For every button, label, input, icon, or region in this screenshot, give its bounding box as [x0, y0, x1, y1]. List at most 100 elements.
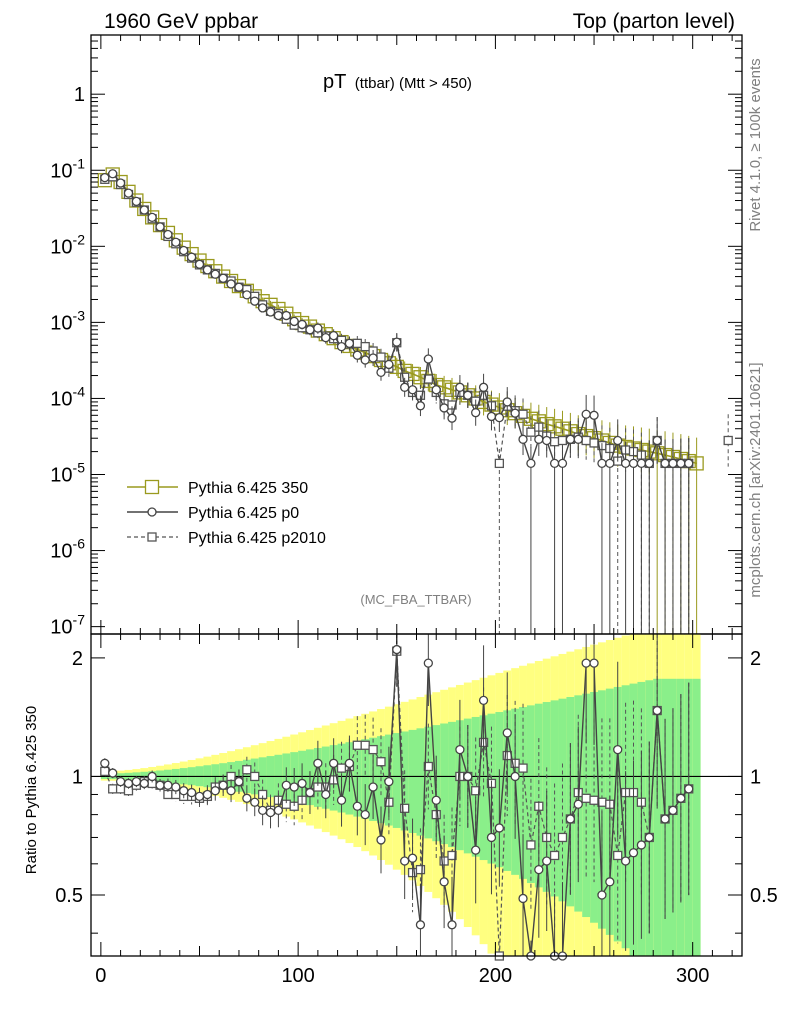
series-pythia-p0-point — [360, 355, 370, 365]
ratio-pythia-p0-point — [194, 791, 205, 802]
ratio-pythia-p0-point — [352, 801, 362, 811]
ratio-pythia-p0-point — [415, 920, 426, 930]
ratio-pythia-p0-point — [613, 744, 623, 755]
ratio-pythia-p0-point — [620, 856, 631, 866]
ratio-pythia-p2010-point — [549, 850, 560, 861]
ratio-pythia-p0-point — [297, 778, 307, 789]
legend-marker — [147, 507, 157, 517]
ratio-pythia-p0-point — [139, 778, 149, 789]
series-pythia-p0-point — [471, 408, 481, 418]
ratio-band-green — [653, 678, 662, 956]
main-axes: 10-710-610-510-410-310-210-11 — [50, 34, 742, 639]
series-pythia-p0-point — [147, 212, 157, 223]
y-tick-label-base: 10 — [50, 465, 72, 487]
series-pythia-p0-point — [439, 403, 449, 413]
rivet-label: Rivet 4.1.0, ≥ 100k events — [747, 58, 764, 231]
ratio-y-tick-label-right: 2 — [750, 648, 761, 670]
y-tick-label-base: 10 — [50, 388, 72, 410]
y-tick-label-exp: -4 — [73, 383, 86, 399]
series-pythia-p0-point — [407, 385, 418, 395]
ratio-pythia-p2010-point — [581, 793, 591, 803]
ratio-band-green — [448, 721, 456, 848]
ratio-y-tick-label-right: 1 — [750, 766, 761, 788]
side-labels: Rivet 4.1.0, ≥ 100k events mcplots.cern.… — [747, 58, 764, 597]
series-pythia-p0-point — [502, 397, 512, 407]
series-pythia-p0-point — [234, 282, 244, 292]
ratio-pythia-p2010-point — [108, 784, 118, 794]
ratio-pythia-p0-point — [518, 893, 528, 904]
ratio-pythia-p0-point — [321, 789, 331, 800]
ratio-pythia-p0-point — [368, 782, 378, 792]
main-panel: 10-710-610-510-410-310-210-11 pT (ttbar)… — [50, 34, 743, 639]
ratio-pythia-p0-point — [431, 795, 441, 805]
ratio-pythia-p2010-point — [557, 832, 568, 843]
ratio-pythia-p0-point — [376, 835, 386, 845]
y-tick-label-base: 10 — [50, 160, 72, 182]
series-pythia-p0-point — [297, 319, 307, 330]
ratio-pythia-p0-point — [155, 780, 165, 790]
series-pythia-p0-point — [352, 350, 362, 360]
series-pythia-p0-point — [226, 279, 236, 289]
series-pythia-p0-point — [250, 296, 260, 306]
ratio-pythia-p0-point — [384, 777, 394, 787]
series-pythia-p0-point — [605, 458, 615, 469]
series-pythia-p0-point — [163, 229, 173, 240]
series-pythia-350-point — [145, 210, 160, 225]
ratio-pythia-p2010-point — [226, 771, 236, 782]
ratio-pythia-p0-point — [652, 705, 662, 716]
ratio-band-green — [408, 729, 417, 834]
ratio-y-tick-label: 2 — [72, 648, 83, 670]
ratio-pythia-p2010-point — [360, 740, 370, 750]
series-pythia-p2010-point — [557, 435, 568, 446]
ratio-pythia-p0-point — [589, 658, 599, 668]
ratio-pythia-p0-point — [186, 787, 197, 798]
ratio-panel: 0.5 0.5 1 1 2 2 0 100 200 300 Ratio to Pythia 6.4… — [23, 633, 778, 987]
series-pythia-350-line — [104, 173, 697, 465]
ratio-pythia-p0-point — [242, 793, 252, 803]
legend-label: Pythia 6.425 p0 — [188, 505, 299, 522]
series-pythia-p0-point — [131, 196, 142, 207]
ratio-pythia-p0-point — [257, 805, 268, 816]
series-pythia-p0-point — [455, 382, 465, 392]
ratio-pythia-p0-point — [407, 853, 418, 863]
ratio-y-tick-label: 0.5 — [55, 885, 83, 907]
y-tick-label-exp: -3 — [73, 307, 86, 323]
ratio-pythia-p2010-point — [250, 771, 260, 782]
series-pythia-p2010-point — [549, 437, 560, 447]
series-pythia-p0-point — [620, 458, 631, 469]
ratio-pythia-p2010-point — [352, 740, 362, 750]
legend: Pythia 6.425 350 Pythia 6.425 p0 Pythia 6.… — [127, 479, 326, 547]
ratio-pythia-p0-point — [360, 809, 370, 820]
ratio-pythia-p0-point — [597, 890, 607, 900]
series-pythia-p0-point — [415, 401, 426, 411]
series-pythia-p0-point — [494, 412, 505, 423]
y-tick-label-base: 10 — [50, 236, 72, 258]
ratio-band-green — [590, 691, 598, 923]
ratio-pythia-p2010-point — [613, 850, 623, 861]
series-pythia-p0-point — [376, 367, 386, 378]
series-pythia-p0-point — [549, 458, 560, 469]
ratio-y-label: Ratio to Pythia 6.425 350 — [23, 706, 40, 874]
y-tick-label-exp: -2 — [73, 231, 86, 247]
ratio-pythia-p0-point — [628, 848, 639, 858]
plot-title-main: pT — [323, 71, 346, 93]
legend-marker — [147, 532, 157, 542]
series-pythia-p0-point — [171, 237, 181, 247]
ratio-pythia-p0-point — [344, 758, 355, 768]
ratio-pythia-p2010-point — [526, 840, 536, 850]
ratio-pythia-p0-point — [163, 780, 173, 790]
ratio-pythia-p0-point — [328, 758, 339, 768]
series-pythia-350-point — [129, 193, 144, 208]
series-pythia-p0-point — [368, 353, 378, 363]
y-tick-label-base: 10 — [50, 541, 72, 563]
ratio-pythia-p2010-point — [100, 766, 110, 777]
x-tick-label: 100 — [281, 965, 314, 987]
ratio-pythia-p0-point — [565, 814, 576, 824]
legend-label: Pythia 6.425 350 — [188, 480, 308, 497]
ratio-pythia-p0-point — [494, 823, 505, 833]
series-pythia-p2010-point — [352, 338, 362, 348]
ratio-pythia-p0-point — [400, 856, 410, 866]
series-pythia-p0-point — [281, 310, 291, 321]
series-pythia-p0-point — [423, 354, 433, 364]
ratio-plot-area — [91, 634, 742, 961]
